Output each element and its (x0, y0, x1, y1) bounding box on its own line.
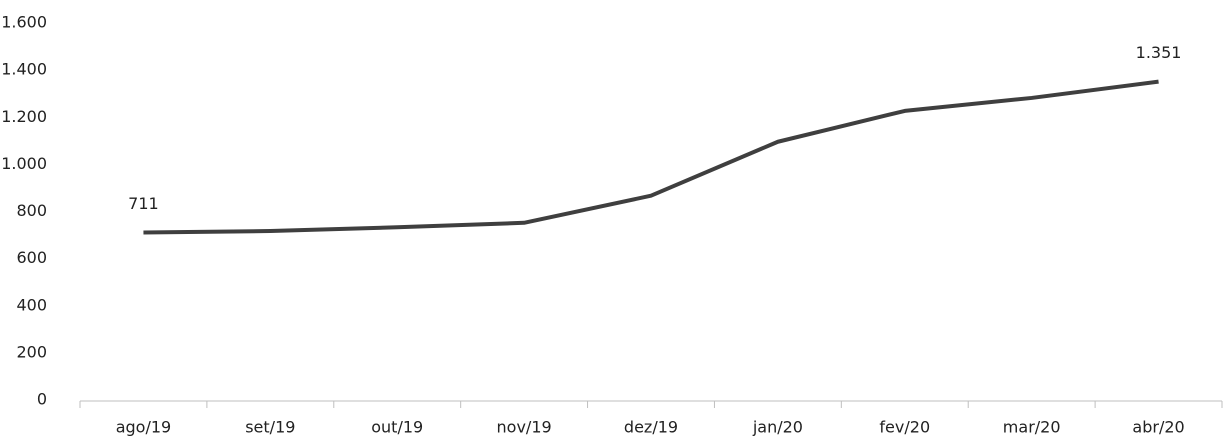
data-line (143, 79, 1159, 235)
x-tick-label: fev/20 (879, 418, 930, 437)
y-tick-label: 800 (16, 201, 47, 220)
x-tick-label: dez/19 (624, 418, 678, 437)
y-tick-label: 1.000 (1, 154, 47, 173)
x-tick-label: abr/20 (1132, 418, 1184, 437)
x-tick-label: mar/20 (1003, 418, 1061, 437)
x-tick-label: set/19 (245, 418, 295, 437)
x-tick-label: out/19 (371, 418, 423, 437)
y-tick-label: 1.400 (1, 60, 47, 79)
y-tick-label: 400 (16, 295, 47, 314)
y-tick-label: 1.200 (1, 107, 47, 126)
y-tick-label: 0 (37, 390, 47, 409)
y-tick-label: 1.600 (1, 13, 47, 32)
data-label: 711 (128, 194, 159, 213)
y-tick-label: 200 (16, 342, 47, 361)
x-tick-label: ago/19 (116, 418, 172, 437)
x-tick-label: nov/19 (497, 418, 552, 437)
data-label: 1.351 (1136, 43, 1182, 62)
x-tick-label: jan/20 (752, 418, 803, 437)
y-tick-label: 600 (16, 248, 47, 267)
